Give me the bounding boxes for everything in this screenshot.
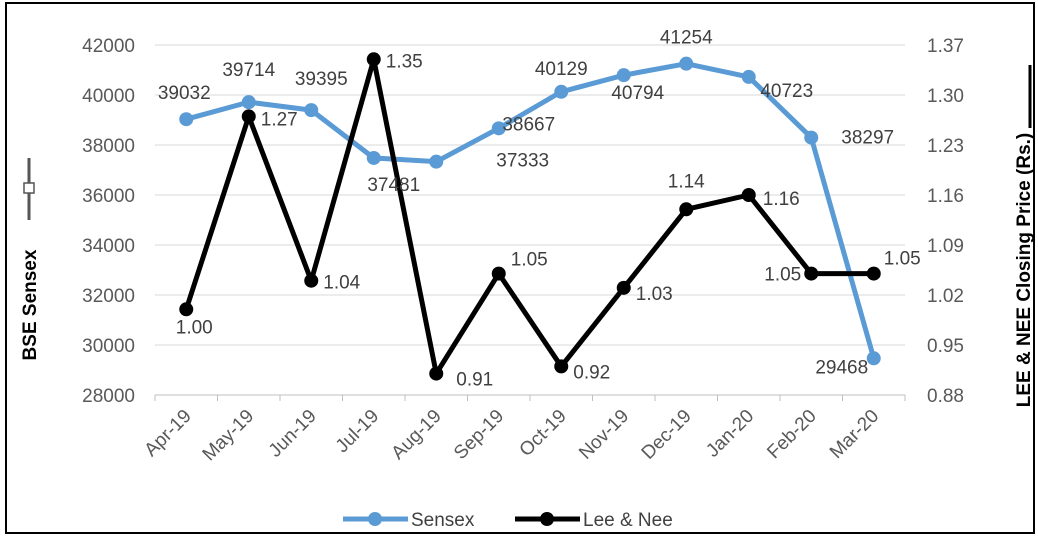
sensex-data-label: 39714 xyxy=(222,60,275,81)
sensex-data-label: 39395 xyxy=(295,69,348,90)
sensex-data-label: 29468 xyxy=(815,357,868,378)
lee-nee-data-label: 1.35 xyxy=(386,51,423,72)
y-tick-label-right: 1.16 xyxy=(927,186,964,207)
sensex-point xyxy=(367,151,381,165)
y-tick-label-left: 32000 xyxy=(82,286,135,307)
lee-nee-point xyxy=(617,281,631,295)
lee-nee-point xyxy=(492,267,506,281)
y-tick-label-right: 0.88 xyxy=(927,386,964,407)
lee-nee-data-label: 1.00 xyxy=(176,317,213,338)
sensex-data-label: 37333 xyxy=(496,151,549,172)
y-tick-label-right: 1.23 xyxy=(927,136,964,157)
sensex-point xyxy=(742,70,756,84)
lee-nee-data-label: 1.05 xyxy=(764,265,801,286)
sensex-data-label: 38667 xyxy=(502,114,555,135)
legend-lee-nee-marker xyxy=(540,512,554,526)
legend-sensex-marker xyxy=(368,512,382,526)
lee-nee-point xyxy=(742,188,756,202)
sensex-point xyxy=(617,68,631,82)
sensex-data-label: 40129 xyxy=(535,59,588,80)
y-tick-label-left: 34000 xyxy=(82,236,135,257)
y-tick-label-right: 1.02 xyxy=(927,286,964,307)
y-tick-label-left: 30000 xyxy=(82,336,135,357)
sensex-data-label: 41254 xyxy=(660,28,713,49)
lee-nee-point xyxy=(679,202,693,216)
lee-nee-data-label: 1.27 xyxy=(261,109,298,130)
sensex-point xyxy=(304,103,318,117)
sensex-point xyxy=(242,95,256,109)
sensex-data-label: 37481 xyxy=(367,175,420,196)
lee-nee-point xyxy=(867,267,881,281)
sensex-point xyxy=(429,155,443,169)
lee-nee-data-label: 1.14 xyxy=(668,171,705,192)
sensex-point xyxy=(554,85,568,99)
lee-nee-data-label: 0.92 xyxy=(573,362,610,383)
sensex-data-label: 39032 xyxy=(158,83,211,104)
y-tick-label-left: 42000 xyxy=(82,36,135,57)
lee-nee-point xyxy=(367,52,381,66)
y-axis-title-right: LEE & NEE Closing Price (Rs.) xyxy=(1014,133,1035,408)
y-tick-label-right: 1.30 xyxy=(927,86,964,107)
y-axis-title-left: BSE Sensex xyxy=(20,249,41,360)
y-tick-label-right: 0.95 xyxy=(927,336,964,357)
y-tick-label-left: 28000 xyxy=(82,386,135,407)
lee-nee-data-label: 1.05 xyxy=(511,250,548,271)
y-tick-label-left: 36000 xyxy=(82,186,135,207)
y-tick-label-right: 1.09 xyxy=(927,236,964,257)
sensex-data-label: 40794 xyxy=(611,83,664,104)
lee-nee-point xyxy=(429,367,443,381)
lee-nee-data-label: 0.91 xyxy=(456,370,493,391)
sensex-data-label: 40723 xyxy=(760,81,813,102)
sensex-point xyxy=(679,57,693,71)
lee-nee-point xyxy=(804,267,818,281)
lee-nee-data-label: 1.03 xyxy=(636,284,673,305)
y-tick-label-left: 38000 xyxy=(82,136,135,157)
lee-nee-data-label: 1.04 xyxy=(323,273,360,294)
y-tick-label-right: 1.37 xyxy=(927,36,964,57)
legend-sensex-label: Sensex xyxy=(411,510,475,531)
lee-nee-point xyxy=(242,109,256,123)
lee-nee-point xyxy=(554,359,568,373)
lee-nee-point xyxy=(304,274,318,288)
sensex-point xyxy=(179,112,193,126)
sensex-point xyxy=(867,351,881,365)
legend-lee-nee-label: Lee & Nee xyxy=(583,510,673,531)
lee-nee-point xyxy=(179,302,193,316)
y-tick-label-left: 40000 xyxy=(82,86,135,107)
lee-nee-data-label: 1.16 xyxy=(763,189,800,210)
lee-nee-data-label: 1.05 xyxy=(884,249,921,270)
sensex-data-label: 38297 xyxy=(841,128,894,149)
sensex-point xyxy=(804,131,818,145)
